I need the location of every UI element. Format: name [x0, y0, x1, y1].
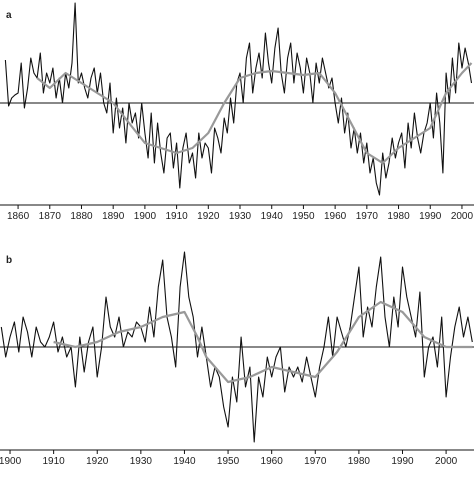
x-tick-label: 1890	[102, 211, 125, 222]
annual-line	[4, 2, 473, 196]
panel-label: a	[6, 10, 12, 21]
x-tick-label: 1950	[217, 456, 240, 467]
x-tick-label: 1940	[261, 211, 284, 222]
smoothed-line	[53, 300, 473, 384]
x-tick-label: 1900	[0, 456, 22, 467]
x-tick-label: 1960	[261, 456, 284, 467]
x-tick-label: 1930	[130, 456, 153, 467]
x-tick-label: 1860	[7, 211, 30, 222]
x-tick-label: 1910	[165, 211, 188, 222]
x-tick-label: 1900	[134, 211, 157, 222]
x-tick-label: 1960	[324, 211, 347, 222]
x-tick-label: 1980	[387, 211, 410, 222]
x-tick-label: 2000	[435, 456, 458, 467]
x-tick-label: 1970	[356, 211, 379, 222]
panel-label: b	[6, 255, 12, 266]
x-tick-label: 1880	[70, 211, 93, 222]
annual-line	[0, 251, 473, 443]
x-tick-label: 1920	[86, 456, 109, 467]
x-tick-label: 1910	[43, 456, 66, 467]
x-tick-label: 1980	[348, 456, 371, 467]
x-tick-label: 1970	[304, 456, 327, 467]
x-tick-label: 1990	[391, 456, 414, 467]
x-tick-label: 1940	[173, 456, 196, 467]
x-tick-label: 1870	[39, 211, 62, 222]
x-tick-label: 1920	[197, 211, 220, 222]
x-tick-label: 1930	[229, 211, 252, 222]
smoothed-line	[36, 62, 473, 165]
x-tick-label: 1990	[419, 211, 442, 222]
x-tick-label: 2000	[451, 211, 474, 222]
x-tick-label: 1950	[292, 211, 315, 222]
